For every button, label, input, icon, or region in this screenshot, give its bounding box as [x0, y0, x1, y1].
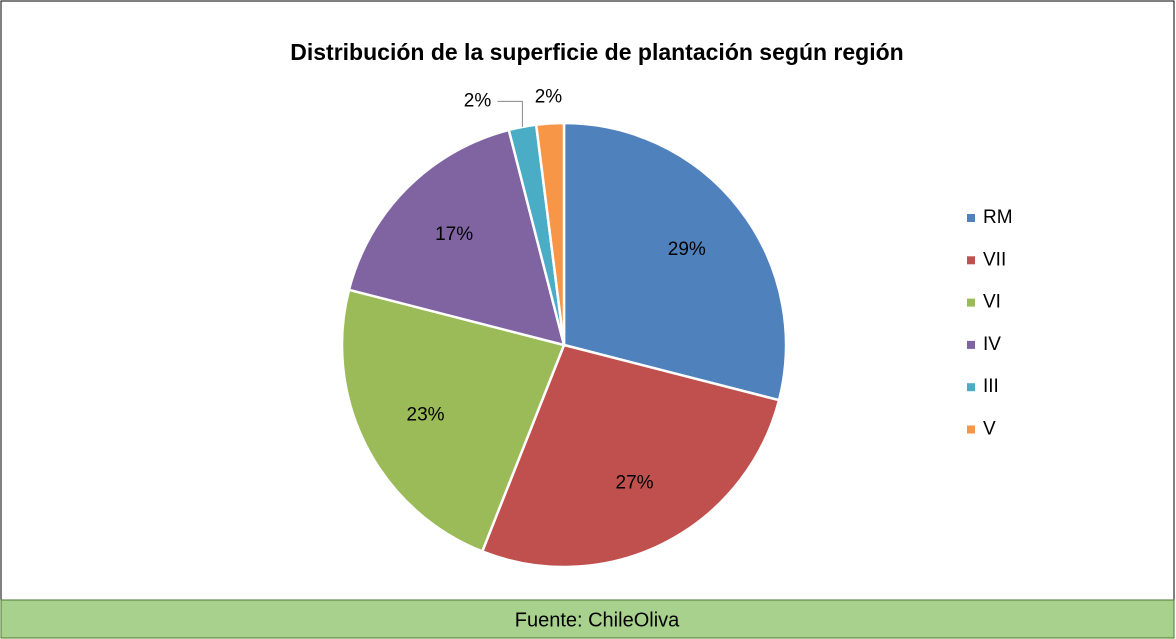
- legend-label: IV: [983, 334, 1001, 355]
- legend-label: RM: [983, 207, 1013, 228]
- legend-swatch: [967, 340, 975, 349]
- legend-label: VII: [983, 249, 1006, 270]
- source-text: Fuente: ChileOliva: [515, 609, 680, 631]
- pie-slice: [340, 288, 566, 554]
- leader-line: [497, 100, 523, 127]
- data-label: 29%: [668, 239, 706, 260]
- legend-label: V: [983, 419, 996, 440]
- data-label: 2%: [464, 90, 492, 111]
- pie-slice: [347, 128, 566, 347]
- pie-slice: [562, 121, 788, 402]
- legend-swatch: [967, 256, 975, 265]
- legend-swatch: [967, 383, 975, 392]
- legend-swatch: [967, 425, 975, 434]
- pie-slice: [534, 121, 566, 346]
- legend-swatch: [967, 298, 975, 307]
- legend-label: III: [983, 376, 999, 397]
- legend-swatch: [967, 214, 975, 222]
- pie-slice: [480, 343, 781, 569]
- data-label: 2%: [535, 87, 563, 108]
- source-band: [0, 599, 1175, 639]
- data-label: 27%: [616, 472, 654, 493]
- chart-title: Distribución de la superficie de plantac…: [290, 39, 903, 65]
- data-label: 17%: [435, 224, 473, 245]
- data-label: 23%: [407, 405, 445, 426]
- legend-label: VI: [983, 292, 1001, 313]
